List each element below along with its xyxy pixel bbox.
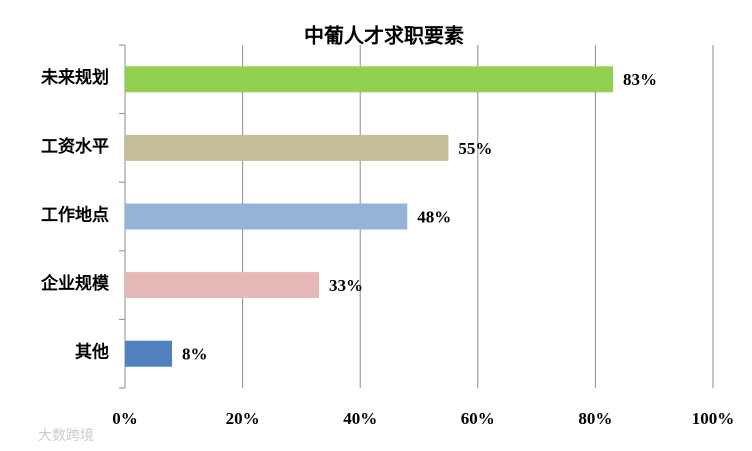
bar <box>125 340 173 367</box>
bar <box>125 272 320 299</box>
y-tick-label: 工作地点 <box>41 204 109 224</box>
x-tick-label: 20% <box>226 409 260 428</box>
watermark: 大数跨境 <box>38 428 94 444</box>
bar <box>125 134 449 161</box>
y-tick-label: 其他 <box>75 342 109 362</box>
x-tick-label: 60% <box>461 409 495 428</box>
x-tick-label: 80% <box>578 409 612 428</box>
value-label: 33% <box>329 276 363 295</box>
value-label: 48% <box>417 207 451 226</box>
bar <box>125 66 614 93</box>
value-label: 55% <box>458 139 492 158</box>
value-label: 83% <box>623 70 657 89</box>
x-tick-label: 100% <box>692 409 735 428</box>
y-tick-label: 企业规模 <box>40 273 110 293</box>
chart-title: 中葡人才求职要素 <box>304 24 464 48</box>
value-label: 8% <box>182 345 208 364</box>
y-tick-label: 工资水平 <box>41 136 109 156</box>
x-tick-label: 0% <box>112 409 138 428</box>
y-tick-label: 未来规划 <box>40 67 109 87</box>
x-tick-label: 40% <box>343 409 377 428</box>
bar <box>125 203 408 230</box>
